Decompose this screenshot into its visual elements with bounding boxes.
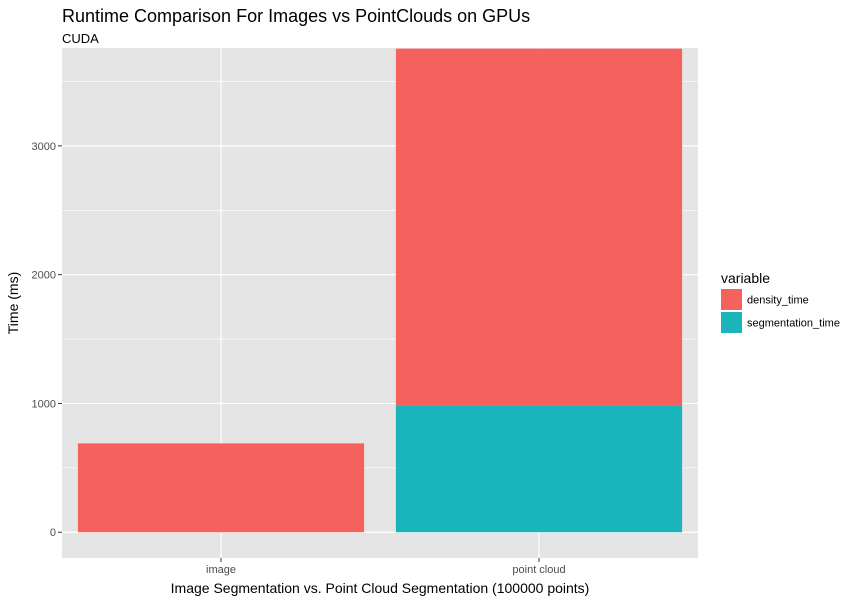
- legend: variable density_time segmentation_time: [721, 270, 840, 333]
- y-tick-label: 3000: [32, 141, 56, 153]
- bars: [77, 48, 683, 533]
- y-axis-ticks: 0 1000 2000 3000: [32, 141, 62, 539]
- legend-label-density_time: density_time: [747, 295, 809, 307]
- y-axis-title: Time (ms): [5, 272, 21, 334]
- y-tick-label: 0: [50, 527, 56, 539]
- y-tick-label: 1000: [32, 398, 56, 410]
- chart-subtitle: CUDA: [62, 31, 99, 46]
- bar-segmentation_time: [395, 405, 683, 533]
- bar-density_time: [77, 443, 365, 533]
- chart-title: Runtime Comparison For Images vs PointCl…: [62, 6, 530, 26]
- bar-density_time: [395, 48, 683, 406]
- x-axis-title: Image Segmentation vs. Point Cloud Segme…: [171, 580, 590, 596]
- legend-key-density_time: [721, 289, 742, 310]
- x-tick-label: image: [206, 564, 236, 576]
- legend-title: variable: [721, 270, 770, 286]
- y-tick-label: 2000: [32, 270, 56, 282]
- legend-key-segmentation_time: [721, 312, 742, 333]
- x-tick-label: point cloud: [512, 564, 565, 576]
- legend-label-segmentation_time: segmentation_time: [747, 318, 840, 330]
- x-axis-ticks: image point cloud: [206, 558, 566, 576]
